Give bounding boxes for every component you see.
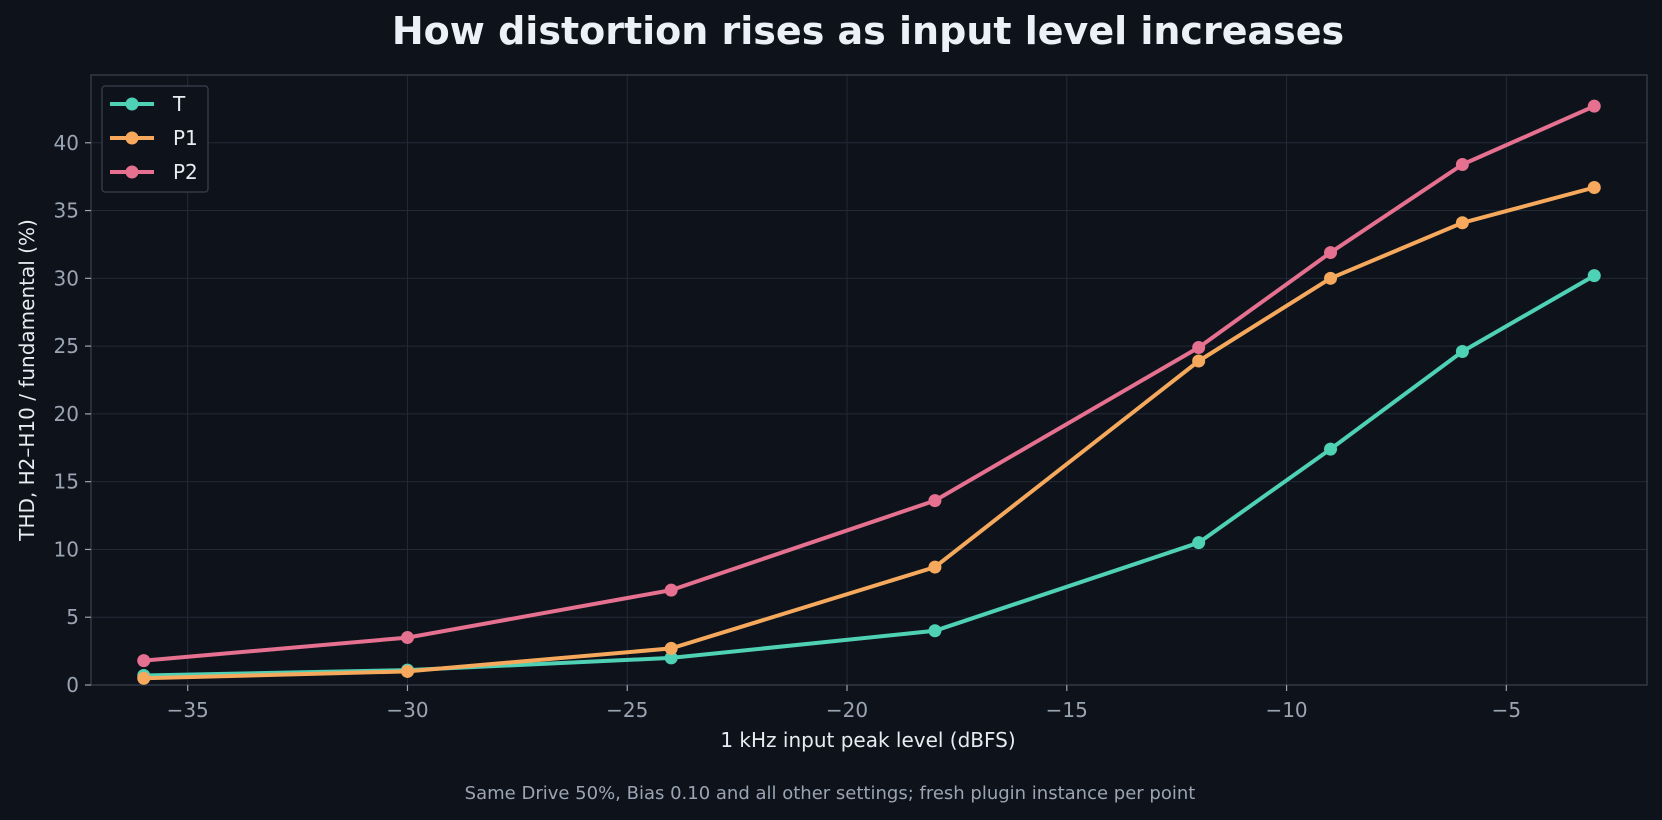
y-ticks: 0 5 10 15 20 25 30 35 40 — [54, 131, 91, 697]
data-point-p2 — [1324, 246, 1338, 260]
x-tick-label: −5 — [1492, 698, 1521, 722]
data-point-p1 — [1455, 216, 1469, 230]
chart-caption: Same Drive 50%, Bias 0.10 and all other … — [465, 783, 1196, 804]
x-tick-label: −20 — [826, 698, 868, 722]
data-point-t — [1587, 269, 1601, 283]
y-tick-label: 20 — [54, 402, 79, 426]
data-point-p2 — [1192, 340, 1206, 354]
series-lines — [137, 99, 1601, 685]
y-tick-label: 5 — [66, 605, 79, 629]
data-point-p1 — [137, 671, 151, 685]
data-point-t — [928, 624, 942, 638]
y-tick-label: 30 — [54, 266, 79, 290]
legend-marker-p1 — [125, 131, 139, 145]
data-point-t — [1455, 345, 1469, 359]
legend-label-t: T — [172, 92, 186, 116]
series-line-p1 — [141, 185, 1597, 681]
y-tick-label: 40 — [54, 131, 79, 155]
data-point-p1 — [1192, 354, 1206, 368]
data-point-p2 — [400, 631, 414, 645]
plot-area-frame — [90, 74, 1648, 686]
series-line-p2 — [141, 104, 1597, 663]
y-tick-label: 15 — [54, 470, 79, 494]
data-point-p1 — [1587, 181, 1601, 195]
data-point-p1 — [400, 664, 414, 678]
y-tick-label: 25 — [54, 334, 79, 358]
x-tick-label: −10 — [1265, 698, 1307, 722]
data-point-t — [664, 651, 678, 665]
x-tick-label: −15 — [1046, 698, 1088, 722]
x-ticks: −35 −30 −25 −20 −15 −10 −5 — [167, 685, 1521, 722]
y-tick-label: 0 — [66, 673, 79, 697]
data-point-p1 — [1324, 271, 1338, 285]
data-point-p2 — [1455, 157, 1469, 171]
x-tick-label: −35 — [167, 698, 209, 722]
x-tick-label: −25 — [606, 698, 648, 722]
legend-label-p1: P1 — [173, 126, 198, 150]
legend-label-p2: P2 — [173, 160, 198, 184]
data-point-p1 — [928, 560, 942, 574]
chart-title: How distortion rises as input level incr… — [392, 9, 1344, 53]
legend-box — [101, 85, 209, 193]
y-axis-label: THD, H2–H10 / fundamental (%) — [15, 219, 39, 542]
data-point-t — [1324, 442, 1338, 456]
data-point-p2 — [1587, 99, 1601, 113]
data-point-p1 — [664, 641, 678, 655]
data-point-p2 — [928, 494, 942, 508]
legend: T P1 P2 — [101, 85, 209, 193]
legend-marker-p2 — [125, 165, 139, 179]
y-tick-label: 35 — [54, 199, 79, 223]
data-point-p2 — [664, 583, 678, 597]
series-line-t — [141, 273, 1597, 678]
y-tick-label: 10 — [54, 537, 79, 561]
data-point-t — [1192, 536, 1206, 550]
data-point-p2 — [137, 654, 151, 668]
legend-marker-t — [125, 97, 139, 111]
x-tick-label: −30 — [386, 698, 428, 722]
x-axis-label: 1 kHz input peak level (dBFS) — [720, 728, 1015, 752]
grid-lines — [91, 75, 1647, 686]
